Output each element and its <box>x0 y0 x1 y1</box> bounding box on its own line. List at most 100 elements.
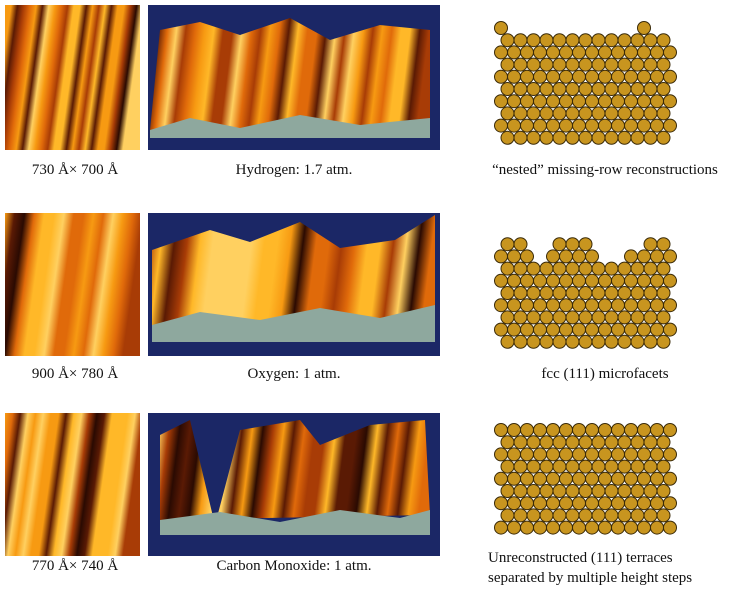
atom <box>560 323 573 336</box>
atom <box>638 46 651 59</box>
atom <box>599 46 612 59</box>
atom <box>566 238 579 251</box>
atom <box>553 311 566 324</box>
atom <box>586 95 599 108</box>
atom <box>508 424 521 437</box>
atom <box>618 107 631 120</box>
atom <box>501 509 514 522</box>
atom <box>553 485 566 498</box>
atom <box>579 335 592 348</box>
atom <box>592 509 605 522</box>
atom <box>495 274 508 287</box>
atom <box>657 34 670 47</box>
atom <box>664 521 677 534</box>
atom <box>638 70 651 83</box>
atom <box>638 424 651 437</box>
atom <box>560 497 573 510</box>
atom <box>605 436 618 449</box>
atom <box>651 497 664 510</box>
atom <box>508 323 521 336</box>
atom <box>612 521 625 534</box>
atom <box>644 460 657 473</box>
atom <box>573 119 586 132</box>
atom <box>501 83 514 96</box>
atom <box>573 424 586 437</box>
atom <box>540 436 553 449</box>
atom <box>651 472 664 485</box>
atom <box>586 274 599 287</box>
atom <box>664 95 677 108</box>
atom <box>605 335 618 348</box>
atom <box>631 83 644 96</box>
atom <box>612 448 625 461</box>
atom <box>605 131 618 144</box>
atom <box>527 509 540 522</box>
size-caption: 770 Å× 740 Å <box>0 556 150 576</box>
atom <box>586 250 599 263</box>
atom <box>534 46 547 59</box>
atom <box>586 70 599 83</box>
atom <box>651 424 664 437</box>
atom <box>657 335 670 348</box>
atom <box>579 34 592 47</box>
atom <box>625 274 638 287</box>
atom <box>573 497 586 510</box>
atom <box>521 472 534 485</box>
atom <box>586 497 599 510</box>
atom <box>592 485 605 498</box>
atom <box>592 107 605 120</box>
atom <box>638 119 651 132</box>
atom <box>527 460 540 473</box>
atom <box>560 424 573 437</box>
atom <box>579 460 592 473</box>
atom <box>553 335 566 348</box>
atom <box>566 436 579 449</box>
atom <box>527 485 540 498</box>
atom <box>618 262 631 275</box>
atom <box>664 46 677 59</box>
atom <box>527 83 540 96</box>
atom <box>579 83 592 96</box>
atom <box>644 485 657 498</box>
atom <box>501 262 514 275</box>
atom <box>527 436 540 449</box>
atom <box>566 509 579 522</box>
atom <box>521 299 534 312</box>
atom <box>508 119 521 132</box>
atom <box>612 497 625 510</box>
atom <box>599 299 612 312</box>
atom <box>560 95 573 108</box>
atom <box>495 250 508 263</box>
atom <box>521 323 534 336</box>
atom <box>547 323 560 336</box>
atom <box>514 83 527 96</box>
atom <box>644 311 657 324</box>
atom <box>521 274 534 287</box>
atom <box>540 485 553 498</box>
atom <box>605 485 618 498</box>
atom <box>553 509 566 522</box>
atom <box>638 521 651 534</box>
atom <box>514 311 527 324</box>
atom <box>651 95 664 108</box>
atom <box>599 497 612 510</box>
atom <box>664 299 677 312</box>
atom <box>618 335 631 348</box>
atom <box>631 107 644 120</box>
atom <box>508 95 521 108</box>
atom <box>501 107 514 120</box>
atom <box>521 95 534 108</box>
gas-caption: Hydrogen: 1.7 atm. <box>148 160 440 180</box>
atom <box>592 436 605 449</box>
atom <box>651 119 664 132</box>
atom <box>612 95 625 108</box>
atom <box>495 472 508 485</box>
atom <box>638 250 651 263</box>
atom <box>534 119 547 132</box>
atom <box>553 58 566 71</box>
atom <box>599 274 612 287</box>
atom <box>514 238 527 251</box>
atom <box>573 472 586 485</box>
atom <box>586 472 599 485</box>
atom <box>586 521 599 534</box>
